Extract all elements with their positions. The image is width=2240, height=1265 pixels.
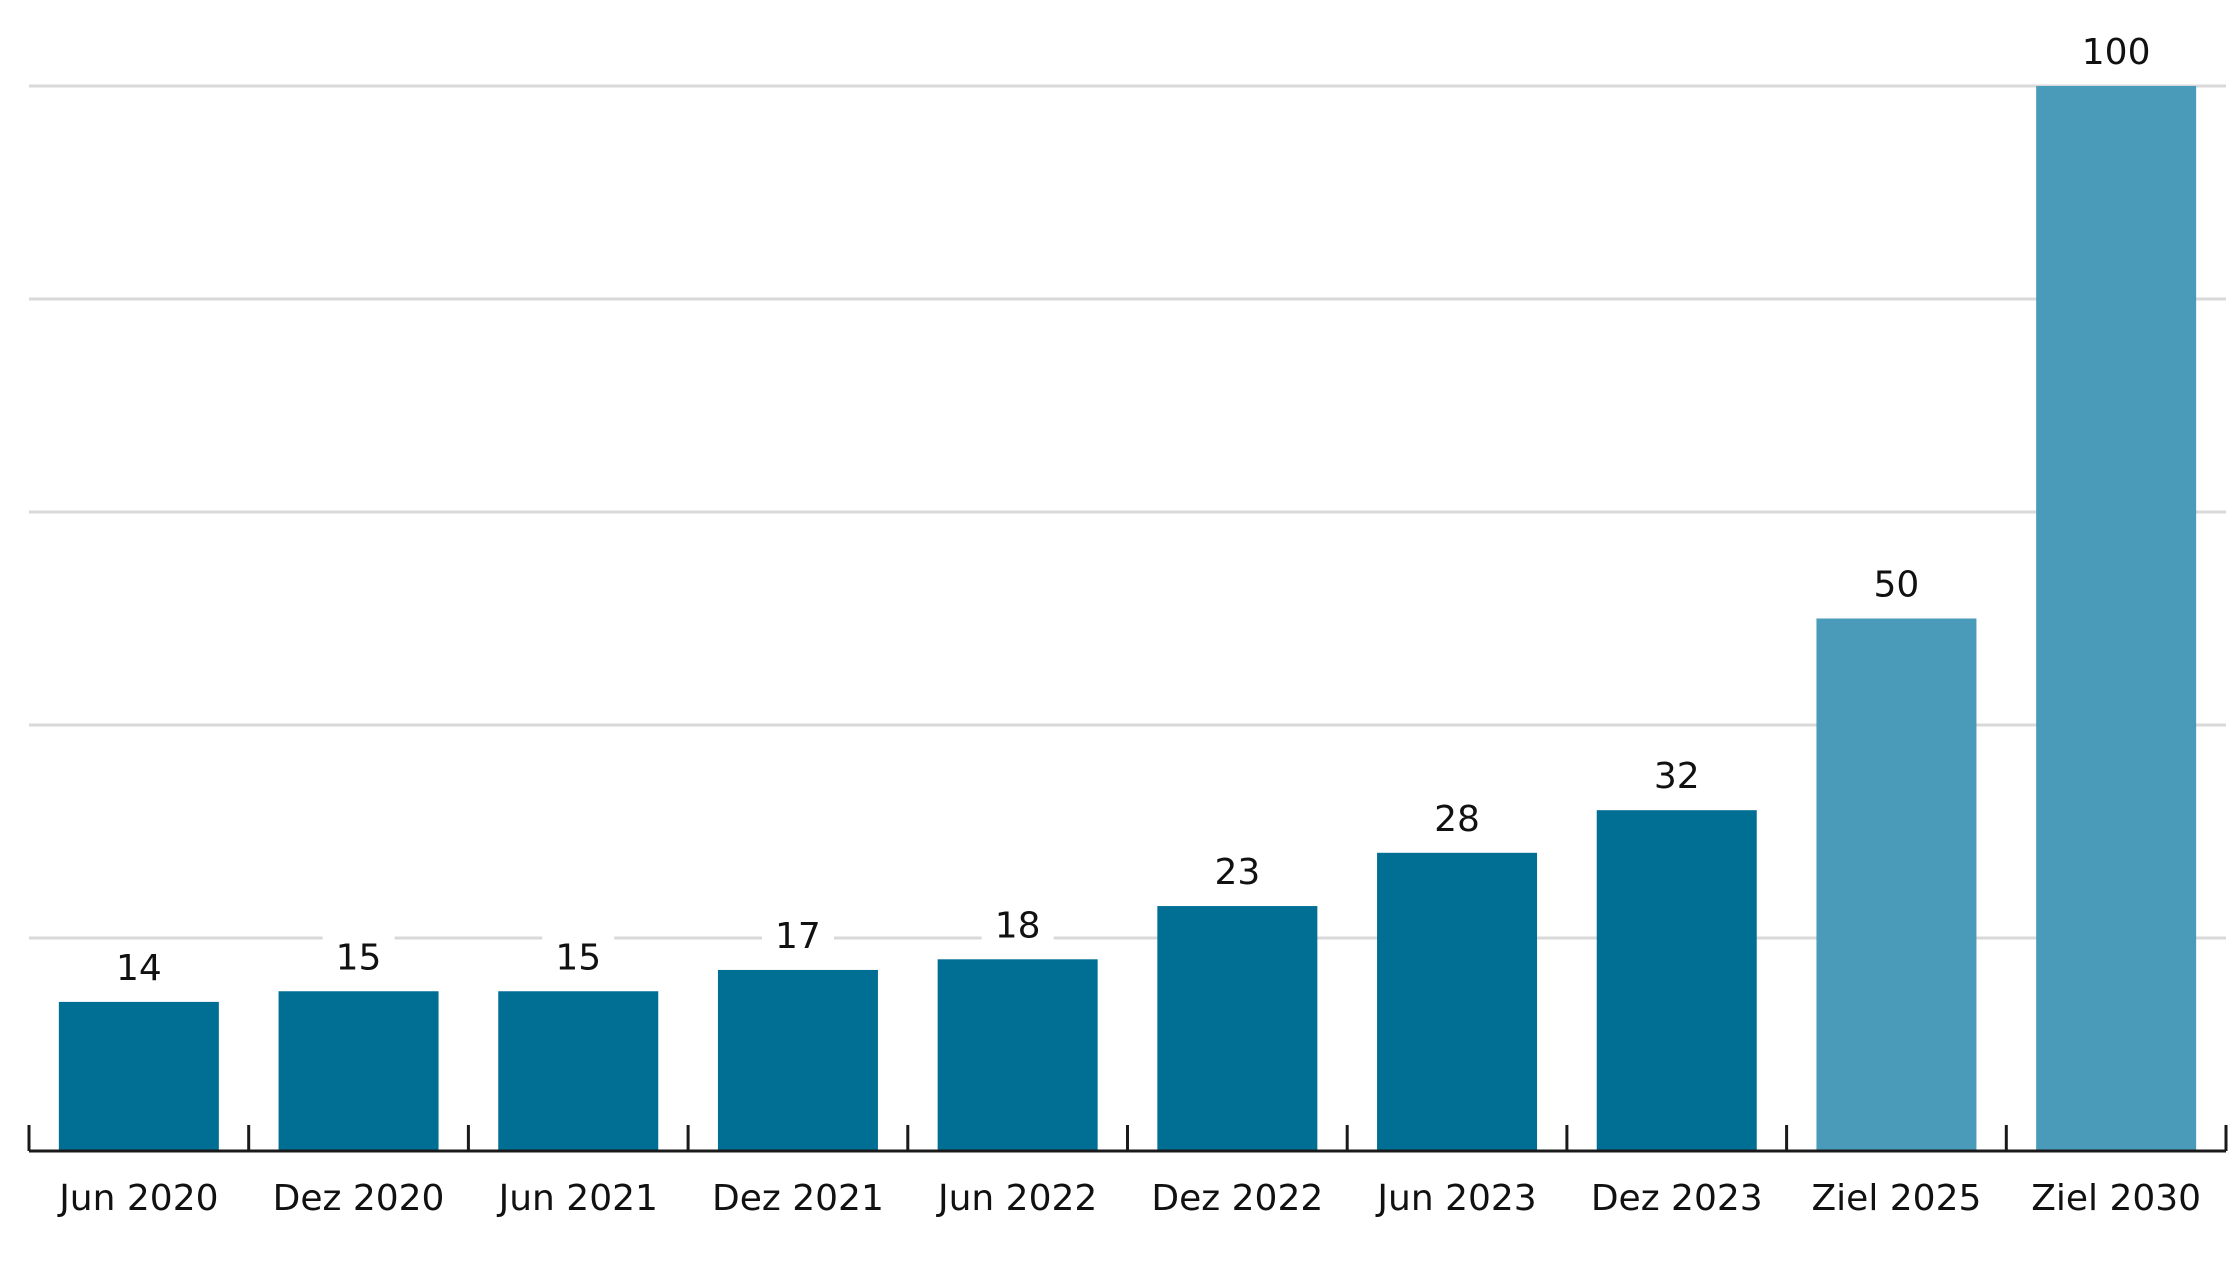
value-label-bg: [1201, 848, 1274, 895]
value-label-bg: [2068, 28, 2165, 74]
value-label-bg: [542, 933, 615, 980]
bar-ziel-2025: [1816, 618, 1977, 1151]
value-label-bg: [102, 943, 175, 990]
value-labels: 14 15 15 17 18 23 28 32 50 100: [102, 28, 2165, 990]
value-label-jun-2020: 14: [116, 948, 162, 989]
value-label-bg: [981, 901, 1054, 948]
x-tick-label-dez-2020: Dez 2020: [273, 1178, 445, 1219]
bar-dez-2021: [717, 969, 878, 1151]
value-label-bg: [1860, 560, 1933, 607]
x-tick-label-jun-2023: Jun 2023: [1375, 1178, 1536, 1219]
value-label-jun-2022: 18: [995, 905, 1041, 946]
x-tick-label-ziel-2030: Ziel 2030: [2031, 1178, 2201, 1219]
x-tick-label-dez-2021: Dez 2021: [712, 1178, 884, 1219]
value-label-bg: [322, 933, 395, 980]
x-axis: [27, 1125, 2228, 1153]
value-label-bg: [761, 911, 834, 958]
value-label-jun-2023: 28: [1434, 799, 1480, 840]
value-label-dez-2021: 17: [775, 916, 821, 957]
bar-ziel-2030: [2036, 86, 2197, 1151]
value-label-bg: [1640, 752, 1713, 799]
value-label-ziel-2025: 50: [1874, 565, 1920, 606]
bar-jun-2022: [937, 959, 1098, 1151]
value-label-dez-2020: 15: [336, 937, 382, 978]
bar-dez-2023: [1596, 810, 1757, 1151]
bar-jun-2021: [498, 991, 659, 1151]
x-tick-label-jun-2022: Jun 2022: [936, 1178, 1097, 1219]
value-label-bg: [1421, 794, 1494, 841]
bar-jun-2020: [58, 1001, 219, 1151]
x-tick-label-jun-2020: Jun 2020: [57, 1178, 218, 1219]
x-tick-label-ziel-2025: Ziel 2025: [1812, 1178, 1982, 1219]
bars: [58, 86, 2197, 1151]
bar-jun-2023: [1377, 852, 1538, 1151]
x-tick-labels: Jun 2020 Dez 2020 Jun 2021 Dez 2021 Jun 2022…: [57, 1178, 2201, 1219]
value-label-ziel-2030: 100: [2082, 32, 2151, 73]
x-tick-label-dez-2022: Dez 2022: [1151, 1178, 1323, 1219]
x-tick-label-dez-2023: Dez 2023: [1591, 1178, 1763, 1219]
value-label-dez-2022: 23: [1214, 852, 1260, 893]
bar-dez-2020: [278, 991, 439, 1151]
value-label-jun-2021: 15: [555, 937, 601, 978]
value-label-dez-2023: 32: [1654, 756, 1700, 797]
bar-dez-2022: [1157, 906, 1318, 1151]
x-tick-label-jun-2021: Jun 2021: [497, 1178, 658, 1219]
